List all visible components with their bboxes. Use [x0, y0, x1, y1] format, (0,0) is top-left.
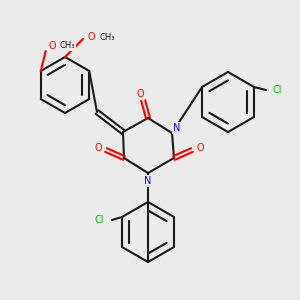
Text: O: O — [94, 143, 102, 153]
Text: Cl: Cl — [94, 215, 104, 225]
Text: O: O — [87, 32, 95, 42]
Text: N: N — [144, 176, 152, 186]
Text: N: N — [173, 123, 181, 133]
Text: CH₃: CH₃ — [60, 41, 75, 50]
Text: O: O — [136, 89, 144, 99]
Text: Cl: Cl — [272, 85, 282, 95]
Text: O: O — [196, 143, 204, 153]
Text: CH₃: CH₃ — [99, 32, 115, 41]
Text: O: O — [49, 41, 57, 51]
